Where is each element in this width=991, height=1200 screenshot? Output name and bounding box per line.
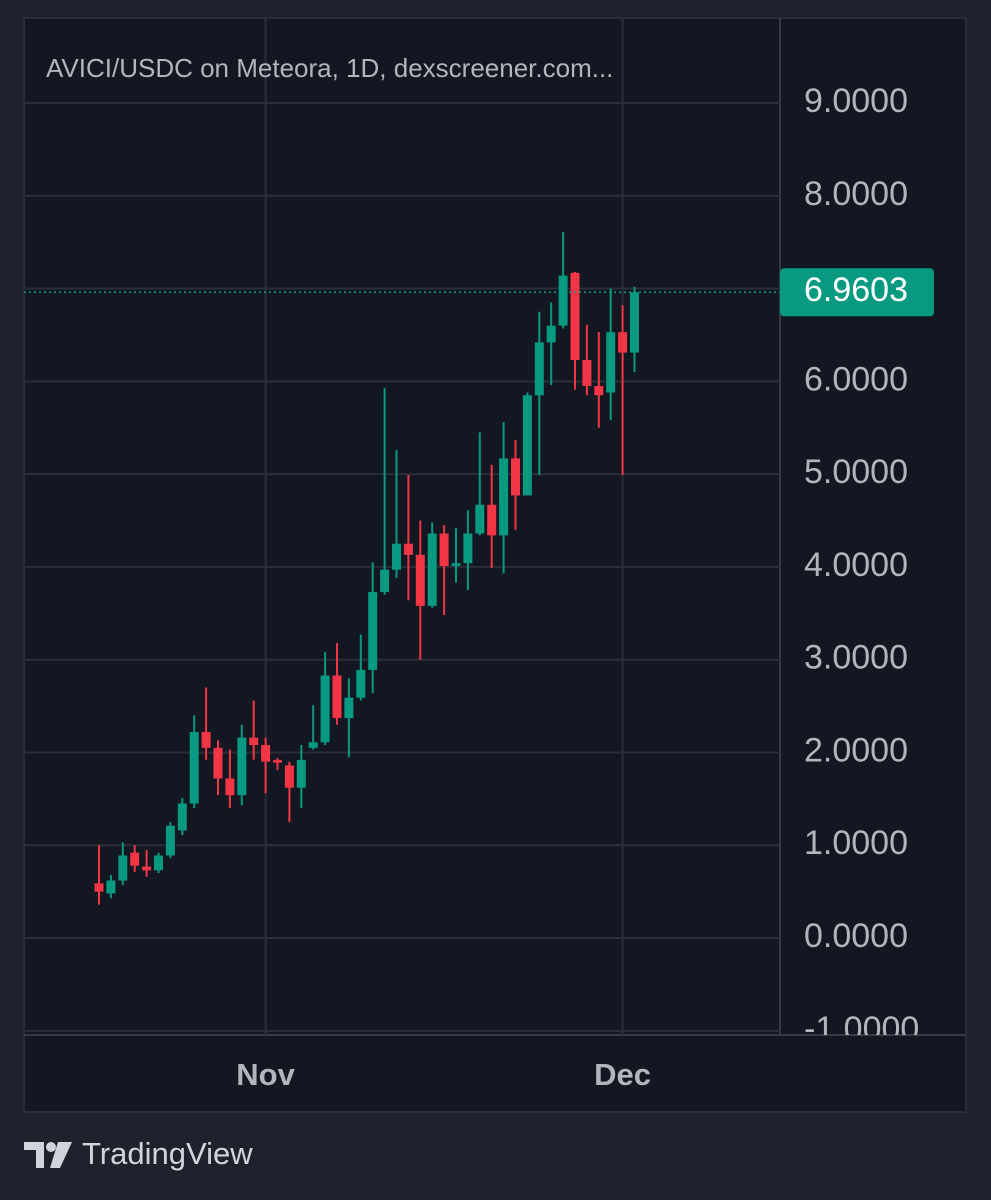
candle-body: [154, 855, 163, 871]
candle-body: [439, 533, 449, 566]
candle-body: [380, 569, 390, 592]
candle-body: [487, 504, 497, 536]
candle-body: [594, 385, 604, 396]
y-tick-label: 5.0000: [804, 453, 908, 491]
candle-body: [237, 737, 247, 796]
y-tick-label: 2.0000: [804, 731, 908, 769]
candle-body: [284, 765, 294, 788]
y-tick-label: 0.0000: [804, 917, 908, 955]
candle-body: [165, 825, 175, 856]
y-tick-label: 1.0000: [804, 824, 908, 862]
candle-body: [403, 543, 413, 555]
candle-body: [451, 563, 461, 566]
candle-body: [296, 759, 306, 788]
candle-body: [118, 855, 128, 881]
candle-body: [356, 669, 366, 698]
candle-body: [261, 745, 271, 762]
candle-body: [213, 747, 223, 779]
candle-body: [332, 675, 342, 719]
last-price-label: 6.9603: [804, 271, 908, 309]
grid: [24, 18, 780, 1035]
candle-body: [415, 554, 425, 606]
candle-body: [368, 591, 378, 670]
candle-body: [427, 533, 437, 606]
candle-body: [308, 742, 318, 748]
candle-body: [273, 759, 282, 763]
candle-body: [463, 533, 473, 564]
tradingview-logo: [24, 1142, 72, 1168]
candle-body: [582, 360, 592, 386]
candle-body: [511, 458, 520, 496]
x-tick-label: Dec: [594, 1057, 651, 1092]
candle-body: [106, 880, 116, 894]
candle-body: [618, 332, 628, 353]
candle-body: [201, 732, 211, 748]
candle-body: [534, 342, 544, 396]
candle-body: [142, 866, 152, 871]
y-tick-label: 3.0000: [804, 639, 908, 677]
candle-body: [225, 778, 235, 796]
candle-body: [499, 458, 509, 536]
overlay: Nov Dec 6.9603: [24, 268, 934, 1092]
candles: [94, 231, 639, 905]
last-price-tag: [780, 268, 934, 317]
candle-body: [475, 504, 485, 534]
y-tick-label: 8.0000: [804, 175, 908, 213]
watermark: TradingView: [82, 1136, 253, 1171]
candle-body: [94, 883, 104, 892]
y-tick-label: -1.0000: [804, 1010, 919, 1048]
candle-body: [558, 275, 568, 326]
x-tick-label: Nov: [236, 1057, 295, 1092]
candle-body: [320, 675, 330, 743]
y-tick-label: 6.0000: [804, 360, 908, 398]
chart-title: AVICI/USDC on Meteora, 1D, dexscreener.c…: [46, 53, 613, 83]
candle-body: [249, 737, 259, 746]
candle-body: [130, 852, 140, 866]
candle-body: [546, 325, 556, 343]
candle-body: [177, 803, 187, 831]
y-tick-label: 9.0000: [804, 82, 908, 120]
candle-body: [522, 395, 532, 496]
y-tick-label: 4.0000: [804, 546, 908, 584]
candle-body: [189, 732, 199, 804]
candle-body: [344, 697, 354, 719]
chart-panel: [23, 17, 967, 1113]
candle-body: [570, 272, 580, 360]
candle-body: [606, 332, 616, 393]
candle-body: [392, 543, 401, 570]
candle-body: [630, 292, 639, 353]
